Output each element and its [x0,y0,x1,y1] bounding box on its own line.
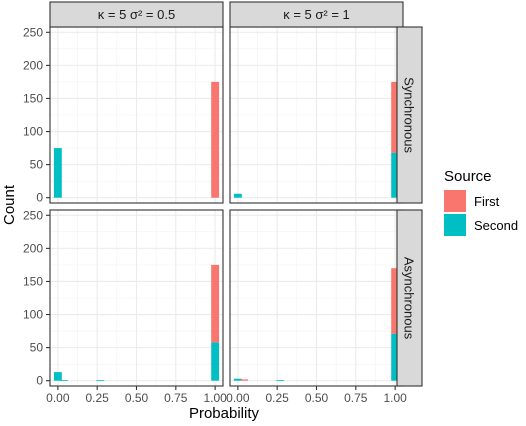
x-tick-label: 0.50 [125,391,149,405]
y-tick-label: 100 [23,125,43,139]
legend-label-second: Second [474,218,518,233]
y-tick-label: 150 [23,91,43,105]
row-strip [396,26,423,204]
legend-key-second [444,214,466,236]
x-tick-label: 0.00 [46,391,70,405]
bar-second [276,380,285,381]
row-strip-label: Synchronous [402,77,417,153]
axes: κ = 5 σ² = 0.5 κ = 5 σ² = 1 Synchronous Asy… [23,1,423,405]
col-strip-label: κ = 5 σ² = 0.5 [98,7,175,22]
row-strip [396,209,423,387]
bar-second [53,372,62,381]
bar-first [391,81,400,153]
y-axis-title: Count [1,184,18,225]
x-axis-title: Probability [189,405,260,422]
x-tick-label: 0.50 [305,391,329,405]
bar-second [60,380,69,381]
y-tick-label: 200 [23,58,43,72]
legend-key-first [444,190,466,212]
legend: Source First Second [444,168,518,236]
y-tick-label: 200 [23,241,43,255]
x-tick-label: 0.75 [164,391,188,405]
y-tick-label: 0 [36,191,43,205]
bar-first [211,264,220,343]
col-strip [229,1,404,28]
bar-second [391,333,400,381]
row-strip-label: Asynchronous [402,257,417,340]
col-strip-label: κ = 5 σ² = 1 [283,7,350,22]
bar-second [53,148,62,198]
y-tick-label: 250 [23,25,43,39]
x-tick-label: 0.75 [344,391,368,405]
x-tick-label: 0.00 [226,391,250,405]
panels [49,26,404,387]
y-tick-label: 50 [30,158,44,172]
bar-second [233,193,242,198]
bar-first [391,268,400,334]
x-tick-label: 1.00 [203,391,227,405]
x-tick-label: 0.25 [266,391,290,405]
y-tick-label: 50 [30,341,44,355]
y-tick-label: 100 [23,308,43,322]
bar-second [233,378,242,381]
bar-second [391,152,400,198]
legend-label-first: First [474,194,500,209]
x-tick-label: 1.00 [383,391,407,405]
y-tick-label: 0 [36,374,43,388]
bar-first [211,81,220,198]
x-tick-label: 0.25 [86,391,110,405]
legend-title: Source [444,168,492,185]
y-tick-label: 150 [23,274,43,288]
bar-second [211,342,220,381]
col-strip [49,1,224,28]
y-tick-label: 250 [23,208,43,222]
bar-second [96,380,105,381]
bar-first [240,379,249,381]
